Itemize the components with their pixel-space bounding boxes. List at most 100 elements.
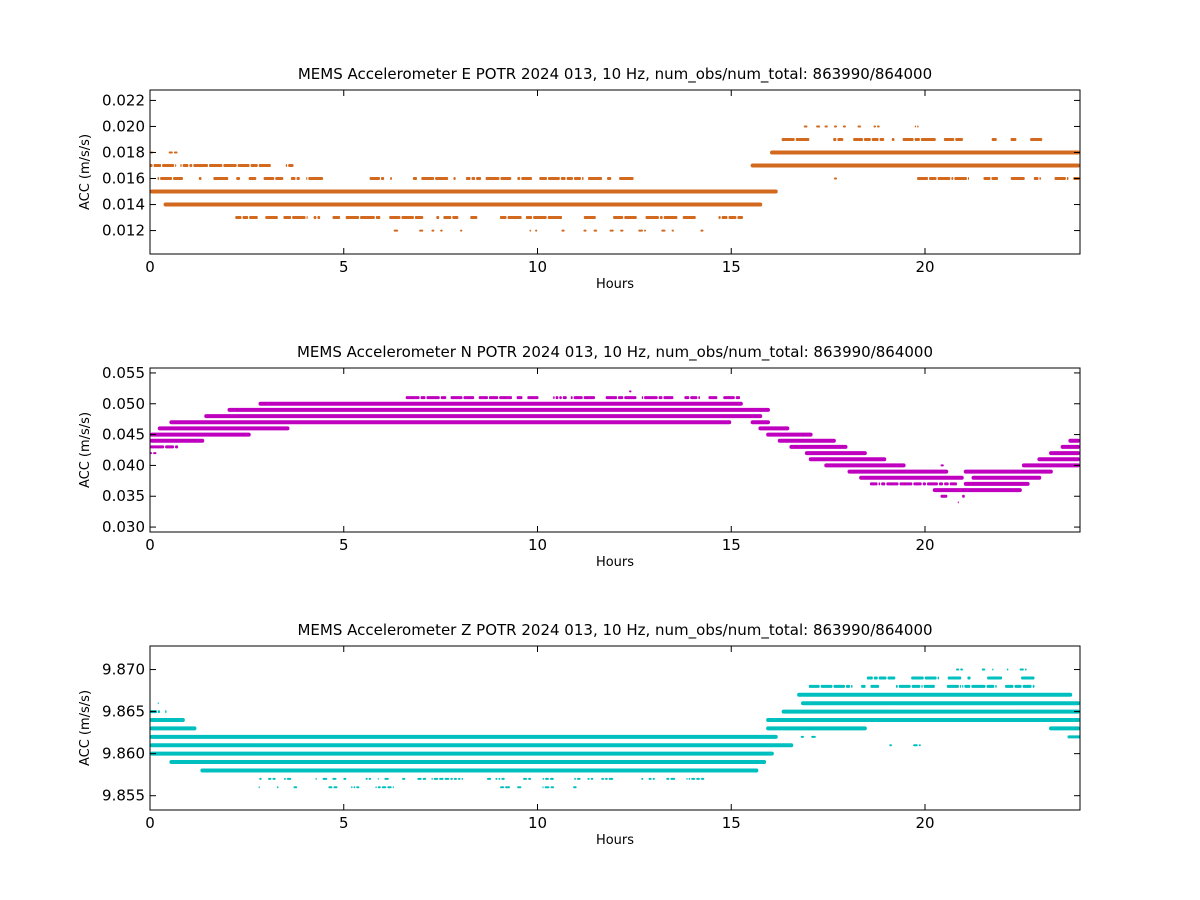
data-point <box>1067 735 1080 739</box>
data-point <box>670 777 676 780</box>
data-point <box>153 452 157 455</box>
axes-frame <box>149 89 1081 255</box>
data-point <box>150 452 153 455</box>
data-point <box>555 396 559 400</box>
data-band band-0.035-seg-0 <box>940 494 965 498</box>
data-point <box>857 125 862 128</box>
data-point <box>306 216 308 220</box>
data-point <box>182 163 189 167</box>
data-point <box>157 177 160 181</box>
data-point <box>471 177 476 181</box>
data-band band-0.051-seg-0 <box>405 396 740 400</box>
data-band band-0.047-seg-0 <box>169 420 732 425</box>
data-point <box>583 396 596 400</box>
data-point <box>535 229 538 232</box>
data-band band-0.02-seg-0 <box>803 125 919 128</box>
data-point <box>505 786 510 789</box>
data-point <box>645 216 659 220</box>
data-point <box>886 482 899 486</box>
data-band band-9.862-seg-0 <box>150 734 778 739</box>
data-point <box>816 125 821 128</box>
data-point <box>435 177 449 181</box>
data-point <box>871 137 879 141</box>
data-point <box>268 777 272 780</box>
data-point <box>157 702 159 705</box>
x-tick-label: 10 <box>528 814 547 832</box>
data-point <box>659 216 663 220</box>
data-point <box>332 777 337 780</box>
data-point <box>869 482 878 486</box>
data-band band-9.864-seg-0 <box>150 718 185 723</box>
data-band band-0.046-seg-1 <box>758 426 790 431</box>
data-point <box>833 684 846 688</box>
data-point <box>605 396 618 400</box>
data-point <box>929 177 937 181</box>
data-point <box>914 125 917 128</box>
data-point <box>899 482 913 486</box>
data-band band-0.048-seg-0 <box>204 414 763 419</box>
data-point <box>517 177 521 181</box>
data-point <box>608 777 614 780</box>
data-point <box>250 163 258 167</box>
data-point <box>343 777 347 780</box>
data-point <box>486 777 492 780</box>
data-point <box>539 177 548 181</box>
y-tick-label: 0.014 <box>102 196 145 214</box>
data-band band-0.038-seg-1 <box>971 475 1042 480</box>
data-point <box>393 229 399 232</box>
data-point <box>235 216 242 220</box>
data-point <box>375 216 381 220</box>
data-point <box>574 777 576 780</box>
data-point <box>237 163 250 167</box>
chart-title: MEMS Accelerometer Z POTR 2024 013, 10 H… <box>297 621 932 640</box>
data-point <box>548 177 560 181</box>
data-point <box>560 177 566 181</box>
data-band band-9.856-seg-0 <box>258 786 577 789</box>
data-point <box>189 163 193 167</box>
data-point <box>1024 668 1027 671</box>
data-point <box>735 396 740 400</box>
data-band band-9.861-seg-0 <box>150 743 794 748</box>
y-tick-label: 9.870 <box>102 661 145 679</box>
data-point <box>175 163 177 167</box>
chart-panels: 0 5 10 15 20 0.012 0.014 0.016 0.018 0.020 0.022 ME… <box>78 65 1081 848</box>
data-point <box>1066 177 1069 181</box>
data-point <box>955 137 963 141</box>
data-point <box>641 777 644 780</box>
data-point <box>926 482 938 486</box>
data-point <box>292 216 306 220</box>
data-point <box>1021 676 1035 680</box>
data-point <box>463 396 475 400</box>
data-point <box>967 177 970 181</box>
x-tick-label: 20 <box>915 536 934 554</box>
data-band band-0.045-seg-1 <box>766 432 813 437</box>
data-band band-9.857-seg-0 <box>259 777 705 780</box>
data-point <box>249 216 258 220</box>
data-point <box>624 216 637 220</box>
data-band band-0.04-seg-2 <box>1021 463 1080 468</box>
data-band band-0.018-seg-1 <box>770 150 1080 155</box>
data-band band-0.042-seg-0 <box>150 452 157 455</box>
data-point <box>381 786 387 789</box>
data-point <box>351 786 353 789</box>
data-point <box>1030 137 1043 141</box>
data-point <box>265 216 278 220</box>
data-point <box>470 216 478 220</box>
x-tick-label: 15 <box>722 814 741 832</box>
data-point <box>562 396 567 400</box>
data-point <box>542 777 545 780</box>
data-point <box>288 163 294 167</box>
data-point <box>991 177 999 181</box>
data-point <box>433 777 439 780</box>
data-point <box>296 177 300 181</box>
data-point <box>658 396 663 400</box>
data-point <box>895 684 898 688</box>
data-point <box>863 137 871 141</box>
data-point <box>940 494 948 498</box>
y-tick-label: 0.016 <box>102 170 145 188</box>
y-tick-label: 0.050 <box>102 395 145 413</box>
data-point <box>444 777 450 780</box>
data-band band-9.869-seg-0 <box>866 676 1035 680</box>
data-point <box>150 445 165 449</box>
